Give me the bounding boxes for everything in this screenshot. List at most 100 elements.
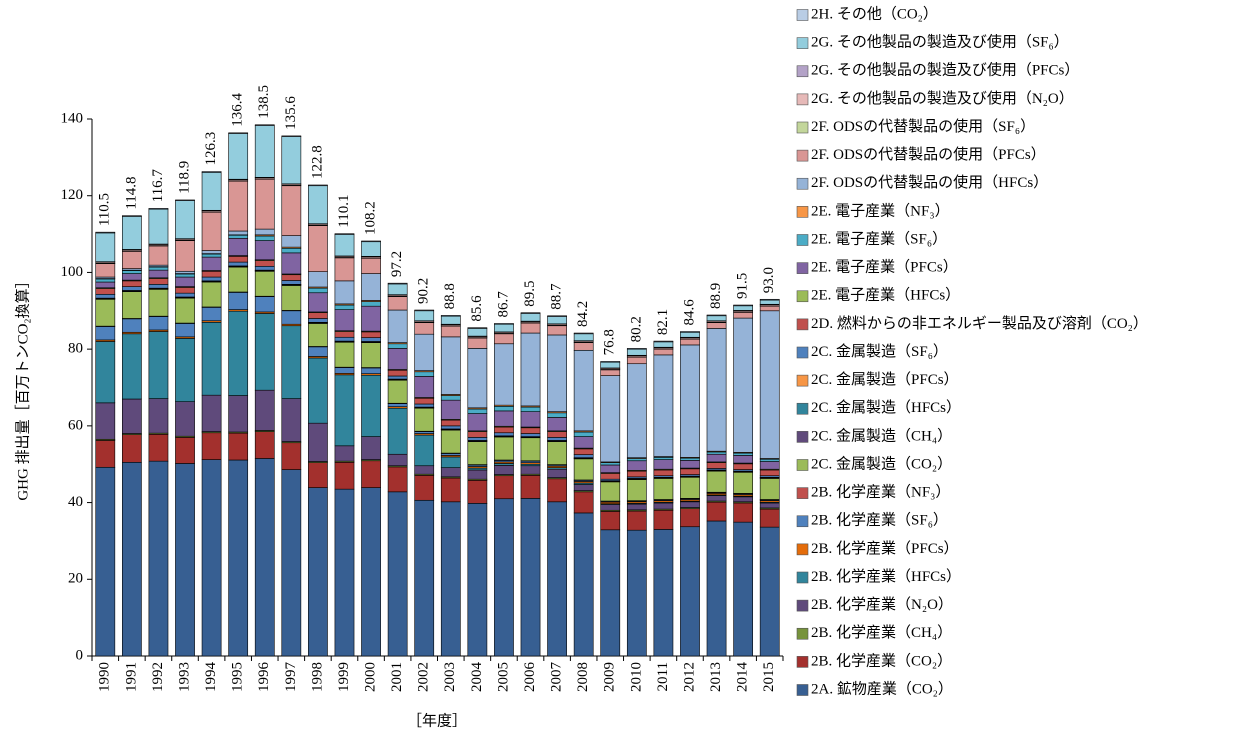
bar-segment [706, 451, 727, 455]
bar-segment [520, 498, 541, 657]
bar-segment [121, 434, 142, 463]
x-tick-label: 1991 [123, 662, 139, 692]
bar-segment [759, 299, 780, 305]
bar-segment [361, 273, 381, 301]
bar-segment [440, 315, 461, 325]
bar-segment [175, 463, 195, 657]
bar-segment [680, 331, 700, 338]
total-label: 89.5 [522, 280, 538, 306]
bar-segment [254, 296, 275, 313]
bar-segment [467, 413, 488, 432]
bar-segment [308, 422, 328, 462]
y-tick-label: 80 [68, 341, 83, 357]
legend-swatch [796, 374, 809, 387]
bar-segment [706, 462, 727, 469]
bar-segment [387, 296, 408, 311]
bar-segment [414, 407, 435, 432]
legend-label: 2F. ODSの代替製品の使用（SF₆） [811, 118, 1035, 135]
bar-segment [228, 266, 249, 293]
bar-segment [440, 425, 461, 430]
bar-segment [148, 289, 169, 317]
bar-segment [361, 487, 381, 657]
bar-segment [281, 252, 302, 275]
legend-swatch [796, 515, 809, 528]
bar-segment [361, 241, 381, 257]
legend-swatch [796, 37, 809, 49]
legend-swatch [796, 234, 809, 246]
y-tick-label: 120 [61, 187, 84, 203]
bar-segment [95, 402, 116, 440]
bar-segment [201, 432, 222, 460]
bar-segment [547, 431, 567, 438]
bar-segment [387, 491, 408, 657]
bar-segment [440, 395, 461, 401]
bar-segment [573, 342, 594, 351]
bar-segment [361, 331, 381, 338]
bar-segment [733, 305, 754, 311]
bar-segment [467, 469, 488, 480]
bar-segment [680, 331, 700, 333]
bar-segment [733, 502, 754, 523]
bar-segment [733, 312, 754, 319]
x-tick-label: 2013 [708, 662, 724, 692]
legend-swatch [796, 262, 809, 274]
legend-label: 2G. その他製品の製造及び使用（PFCs） [811, 62, 1079, 79]
bar-segment [600, 481, 621, 502]
x-tick-label: 1994 [203, 662, 219, 693]
bar-segment [308, 271, 328, 288]
x-tick-label: 2008 [575, 662, 591, 692]
bar-segment [626, 356, 647, 365]
legend-label: 2F. ODSの代替製品の使用（PFCs） [811, 146, 1046, 163]
bar-segment [95, 341, 116, 404]
bar-segment [440, 336, 461, 395]
bar-segment [308, 487, 328, 657]
total-label: 135.6 [283, 96, 299, 130]
bar-segment [467, 437, 488, 441]
total-label: 118.9 [176, 161, 192, 194]
bar-segment [254, 313, 275, 391]
bar-segment [254, 265, 275, 271]
bar-segment [494, 426, 514, 434]
bar-segment [201, 394, 222, 432]
bar-segment [228, 256, 249, 263]
bar-segment [95, 440, 116, 468]
bar-segment [121, 291, 142, 319]
bar-segment [626, 470, 647, 478]
bar-segment [733, 317, 754, 453]
bar-segment [680, 344, 700, 458]
bar-segment [520, 433, 541, 437]
x-tick-label: 2015 [761, 662, 777, 692]
y-tick-label: 40 [68, 494, 83, 510]
bar-segment [334, 257, 355, 282]
bar-segment [148, 278, 169, 285]
bar-segment [573, 333, 594, 342]
bar-segment [281, 247, 302, 254]
bar-segment [175, 401, 195, 437]
bar-segment [121, 286, 142, 291]
bar-segment [201, 307, 222, 322]
total-label: 86.7 [495, 291, 511, 318]
bar-segment [494, 323, 514, 325]
bar-segment [520, 411, 541, 428]
total-label: 84.2 [575, 301, 591, 327]
legend-label: 2G. その他製品の製造及び使用（N₂O） [811, 90, 1074, 107]
bar-segment [175, 437, 195, 464]
bar-segment [361, 367, 381, 374]
bar-segment [414, 310, 435, 322]
bar-segment [281, 235, 302, 248]
legend-label: 2B. 化学産業（CH₄） [811, 624, 952, 641]
bar-segment [759, 461, 780, 470]
bar-segment [334, 309, 355, 332]
bar-segment [573, 332, 594, 335]
bar-segment [95, 231, 116, 234]
bar-segment [281, 135, 302, 137]
bar-segment [520, 465, 541, 475]
bar-segment [228, 310, 249, 396]
bar-segment [281, 325, 302, 399]
x-tick-label: 2007 [549, 662, 565, 693]
x-tick-label: 1995 [230, 662, 246, 692]
bar-segment [653, 340, 674, 343]
legend-swatch [796, 684, 809, 696]
legend-swatch [796, 459, 809, 471]
bar-segment [148, 245, 169, 266]
